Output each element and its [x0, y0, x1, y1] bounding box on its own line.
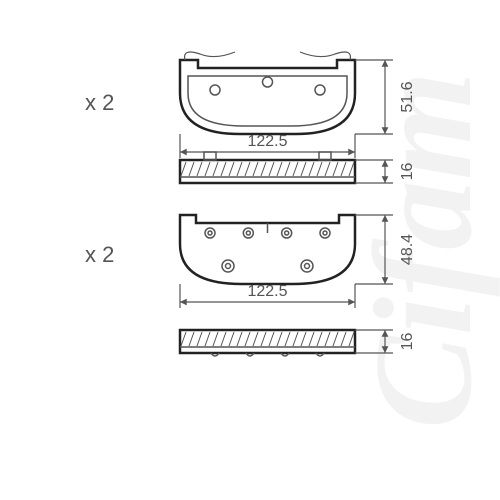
svg-text:122.5: 122.5	[247, 283, 287, 300]
qty-bottom: x 2	[85, 242, 114, 267]
qty-top: x 2	[85, 90, 114, 115]
watermark: Cifam	[346, 71, 500, 429]
svg-text:16: 16	[399, 333, 416, 351]
svg-text:Cifam: Cifam	[346, 71, 500, 429]
svg-text:16: 16	[399, 163, 416, 181]
svg-text:122.5: 122.5	[247, 133, 287, 150]
svg-text:51.6: 51.6	[399, 81, 416, 112]
svg-text:48.4: 48.4	[399, 234, 416, 265]
